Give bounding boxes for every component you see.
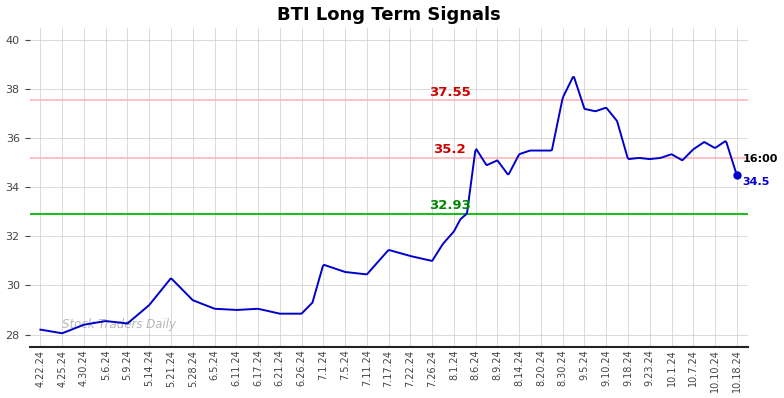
Text: 32.93: 32.93	[429, 199, 470, 212]
Text: 34.5: 34.5	[742, 177, 770, 187]
Text: 35.2: 35.2	[434, 144, 466, 156]
Text: 16:00: 16:00	[742, 154, 778, 164]
Text: 37.55: 37.55	[429, 86, 470, 99]
Text: Stock Traders Daily: Stock Traders Daily	[62, 318, 176, 332]
Title: BTI Long Term Signals: BTI Long Term Signals	[277, 6, 500, 23]
